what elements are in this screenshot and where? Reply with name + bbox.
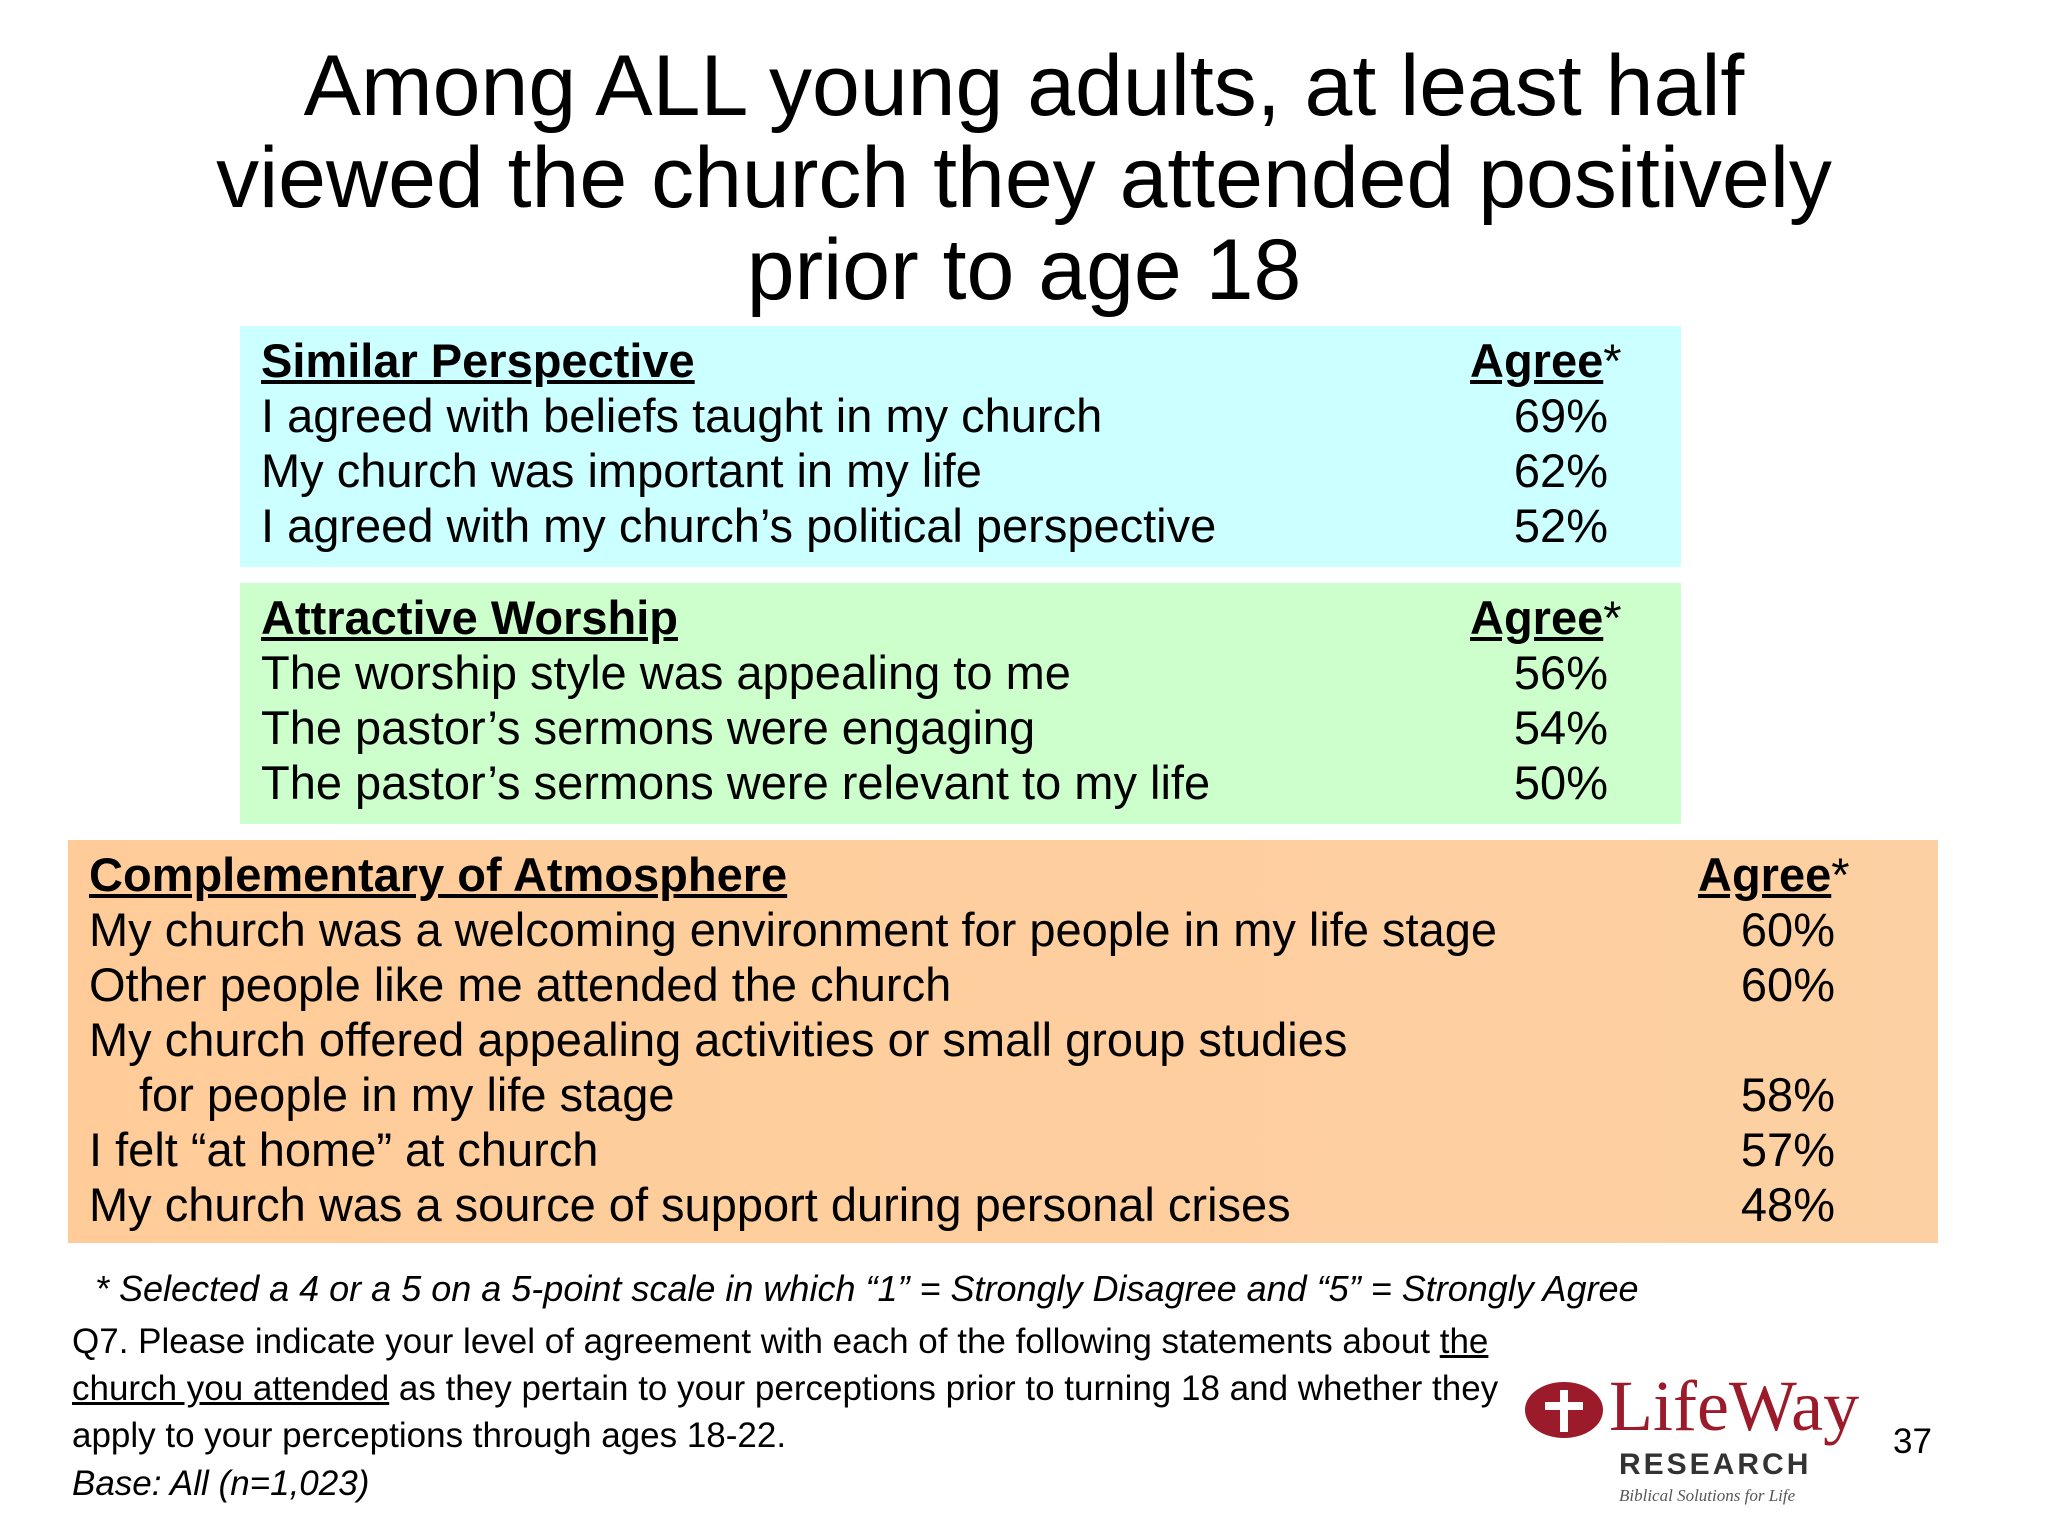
row-label: My church was a source of support during…: [89, 1178, 1291, 1231]
section-heading: Complementary of Atmosphere: [89, 848, 788, 901]
row-value: 50%: [1513, 756, 1608, 809]
question-text: as they pertain to your perceptions prio…: [72, 1369, 1499, 1455]
row-label: The worship style was appealing to me: [261, 646, 1071, 699]
column-header: Agree*: [1698, 847, 1850, 902]
section-box: [240, 326, 1681, 567]
row-label: The pastor’s sermons were engaging: [261, 701, 1036, 754]
column-marker: *: [1831, 848, 1850, 901]
logo-name: LifeWay: [1609, 1366, 1860, 1446]
column-header: Agree*: [1470, 590, 1622, 645]
base: Base: All (n=1,023): [72, 1464, 370, 1503]
column-label: Agree: [1470, 591, 1604, 644]
row-label: My church offered appealing activities o…: [89, 1013, 1348, 1066]
title-line: prior to age 18: [746, 222, 1302, 318]
row-value: 52%: [1513, 499, 1608, 552]
page-number: 37: [1893, 1422, 1932, 1461]
row-label: for people in my life stage: [139, 1068, 675, 1121]
row-value: 60%: [1740, 903, 1835, 956]
footnote: * Selected a 4 or a 5 on a 5-point scale…: [95, 1268, 1639, 1309]
logo-cross: [1545, 1402, 1583, 1410]
column-label: Agree: [1698, 848, 1832, 901]
question-text: Q7. Please indicate your level of agreem…: [72, 1322, 1440, 1361]
row-value: 56%: [1513, 646, 1608, 699]
row-label: The pastor’s sermons were relevant to my…: [261, 756, 1211, 809]
row-label: I felt “at home” at church: [89, 1123, 599, 1176]
logo-tagline: Biblical Solutions for Life: [1619, 1486, 1796, 1505]
row-value: 62%: [1513, 444, 1608, 497]
question-underlined: the church you attended: [72, 1322, 1489, 1408]
section-heading: Similar Perspective: [261, 334, 695, 387]
row-value: 58%: [1740, 1068, 1835, 1121]
section-heading: Attractive Worship: [261, 591, 678, 644]
logo-subtitle: RESEARCH: [1619, 1448, 1812, 1481]
row-value: 57%: [1740, 1123, 1835, 1176]
row-label: My church was important in my life: [261, 444, 982, 497]
section-box: [240, 583, 1681, 824]
section-box: [68, 840, 1938, 1243]
column-label: Agree: [1470, 334, 1604, 387]
column-header: Agree*: [1470, 333, 1622, 388]
question: Q7. Please indicate your level of agreem…: [72, 1318, 1502, 1459]
row-label: I agreed with my church’s political pers…: [261, 499, 1217, 552]
row-label: Other people like me attended the church: [89, 958, 952, 1011]
logo-icon: [1525, 1382, 1603, 1438]
row-label: I agreed with beliefs taught in my churc…: [261, 389, 1103, 442]
row-label: My church was a welcoming environment fo…: [89, 903, 1498, 956]
row-value: 60%: [1740, 958, 1835, 1011]
column-marker: *: [1603, 334, 1622, 387]
logo: LifeWay RESEARCH Biblical Solutions for …: [1523, 1366, 1863, 1507]
title-line: viewed the church they attended positive…: [216, 130, 1832, 226]
title: Among ALL young adults, at least half vie…: [0, 40, 2048, 316]
column-marker: *: [1603, 591, 1622, 644]
row-value: 48%: [1740, 1178, 1835, 1231]
row-value: 54%: [1513, 701, 1608, 754]
title-line: Among ALL young adults, at least half: [303, 38, 1745, 134]
row-value: 69%: [1513, 389, 1608, 442]
logo-cross: [1560, 1390, 1568, 1432]
